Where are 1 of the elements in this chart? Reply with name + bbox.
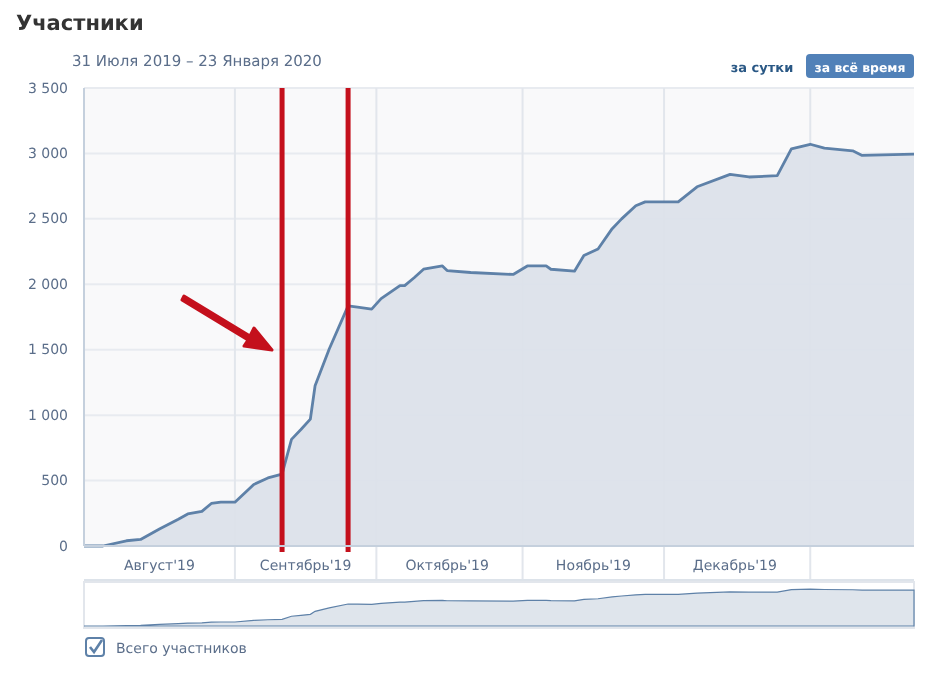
chart-title: Участники [16,12,144,36]
